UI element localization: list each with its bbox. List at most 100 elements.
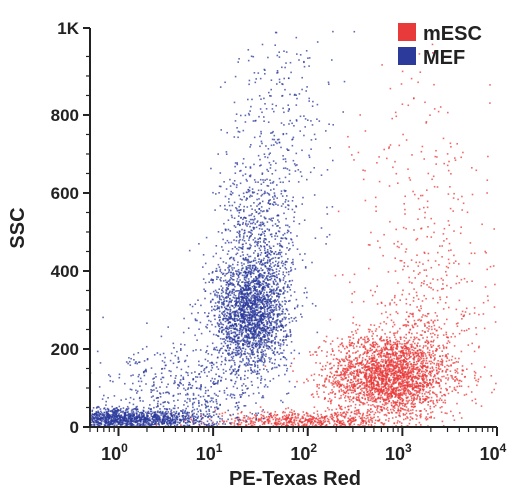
data-point xyxy=(425,375,427,378)
data-point xyxy=(331,348,334,350)
data-point xyxy=(280,352,282,354)
data-point xyxy=(391,370,393,372)
data-point xyxy=(378,392,381,394)
data-point xyxy=(392,376,394,379)
data-point xyxy=(382,398,384,400)
data-point xyxy=(490,375,493,377)
data-point xyxy=(272,339,274,342)
data-point xyxy=(365,414,368,417)
data-point xyxy=(245,362,248,364)
data-point xyxy=(437,345,439,347)
data-point xyxy=(249,309,252,311)
data-point xyxy=(257,337,260,339)
data-point xyxy=(304,423,306,425)
data-point xyxy=(436,156,438,158)
data-point xyxy=(344,371,346,373)
data-point xyxy=(426,357,428,359)
data-point xyxy=(402,387,405,390)
data-point xyxy=(407,417,409,419)
data-point xyxy=(261,342,263,344)
data-point xyxy=(397,378,400,380)
data-point xyxy=(434,404,437,407)
data-point xyxy=(381,381,383,383)
data-point xyxy=(259,418,262,420)
data-point xyxy=(264,365,267,367)
data-point xyxy=(442,137,445,140)
data-point xyxy=(349,372,351,374)
data-point xyxy=(287,392,290,394)
data-point xyxy=(363,393,366,395)
data-point xyxy=(359,378,362,381)
data-point xyxy=(381,382,384,385)
data-point xyxy=(263,358,266,360)
data-point xyxy=(432,297,434,300)
data-point xyxy=(423,280,425,282)
data-point xyxy=(273,342,276,344)
data-point xyxy=(234,312,236,315)
data-point xyxy=(347,405,349,408)
data-point xyxy=(304,417,307,420)
data-point xyxy=(385,360,388,362)
data-point xyxy=(199,321,202,324)
data-point xyxy=(388,393,390,395)
data-point xyxy=(396,361,399,364)
data-point xyxy=(271,268,273,271)
data-point xyxy=(358,386,360,389)
data-point xyxy=(353,359,355,361)
data-point xyxy=(374,291,376,293)
data-point xyxy=(345,371,348,374)
data-point xyxy=(401,402,403,405)
data-point xyxy=(389,395,391,398)
data-point xyxy=(430,416,432,419)
data-point xyxy=(381,64,383,66)
data-point xyxy=(330,413,332,416)
data-point xyxy=(405,325,407,328)
data-point xyxy=(377,416,379,418)
data-point xyxy=(394,351,397,353)
data-point xyxy=(363,381,365,384)
data-point xyxy=(378,411,381,414)
data-point xyxy=(329,343,332,345)
data-point xyxy=(371,398,374,400)
data-point xyxy=(388,363,391,366)
data-point xyxy=(325,377,328,379)
data-point xyxy=(378,366,380,368)
data-point xyxy=(364,374,366,376)
data-point xyxy=(410,385,413,388)
data-point xyxy=(337,419,339,422)
data-point xyxy=(342,360,345,363)
data-point xyxy=(314,424,317,426)
data-point xyxy=(348,356,351,358)
data-point xyxy=(413,288,415,290)
data-point xyxy=(473,377,476,379)
data-point xyxy=(475,169,478,172)
data-point xyxy=(386,351,388,354)
data-point xyxy=(272,415,275,417)
data-point xyxy=(238,342,240,345)
data-point xyxy=(232,305,234,307)
data-point xyxy=(251,352,254,354)
data-point xyxy=(434,260,437,262)
data-point xyxy=(248,345,250,348)
data-point xyxy=(261,396,263,399)
data-point xyxy=(222,333,225,335)
data-point xyxy=(370,361,372,363)
data-point xyxy=(230,300,233,303)
data-point xyxy=(349,361,351,363)
data-point xyxy=(369,244,371,246)
data-point xyxy=(370,423,373,426)
data-point xyxy=(376,364,378,367)
data-point xyxy=(366,383,368,386)
data-point xyxy=(425,362,427,364)
data-point xyxy=(331,384,334,386)
data-point xyxy=(435,149,437,152)
data-point xyxy=(398,397,400,399)
data-point xyxy=(233,313,235,315)
data-point xyxy=(401,379,404,381)
data-point xyxy=(399,398,402,401)
data-point xyxy=(271,292,273,295)
data-point xyxy=(366,393,368,396)
data-point xyxy=(267,340,270,342)
data-point xyxy=(395,411,397,414)
data-point xyxy=(316,354,318,356)
